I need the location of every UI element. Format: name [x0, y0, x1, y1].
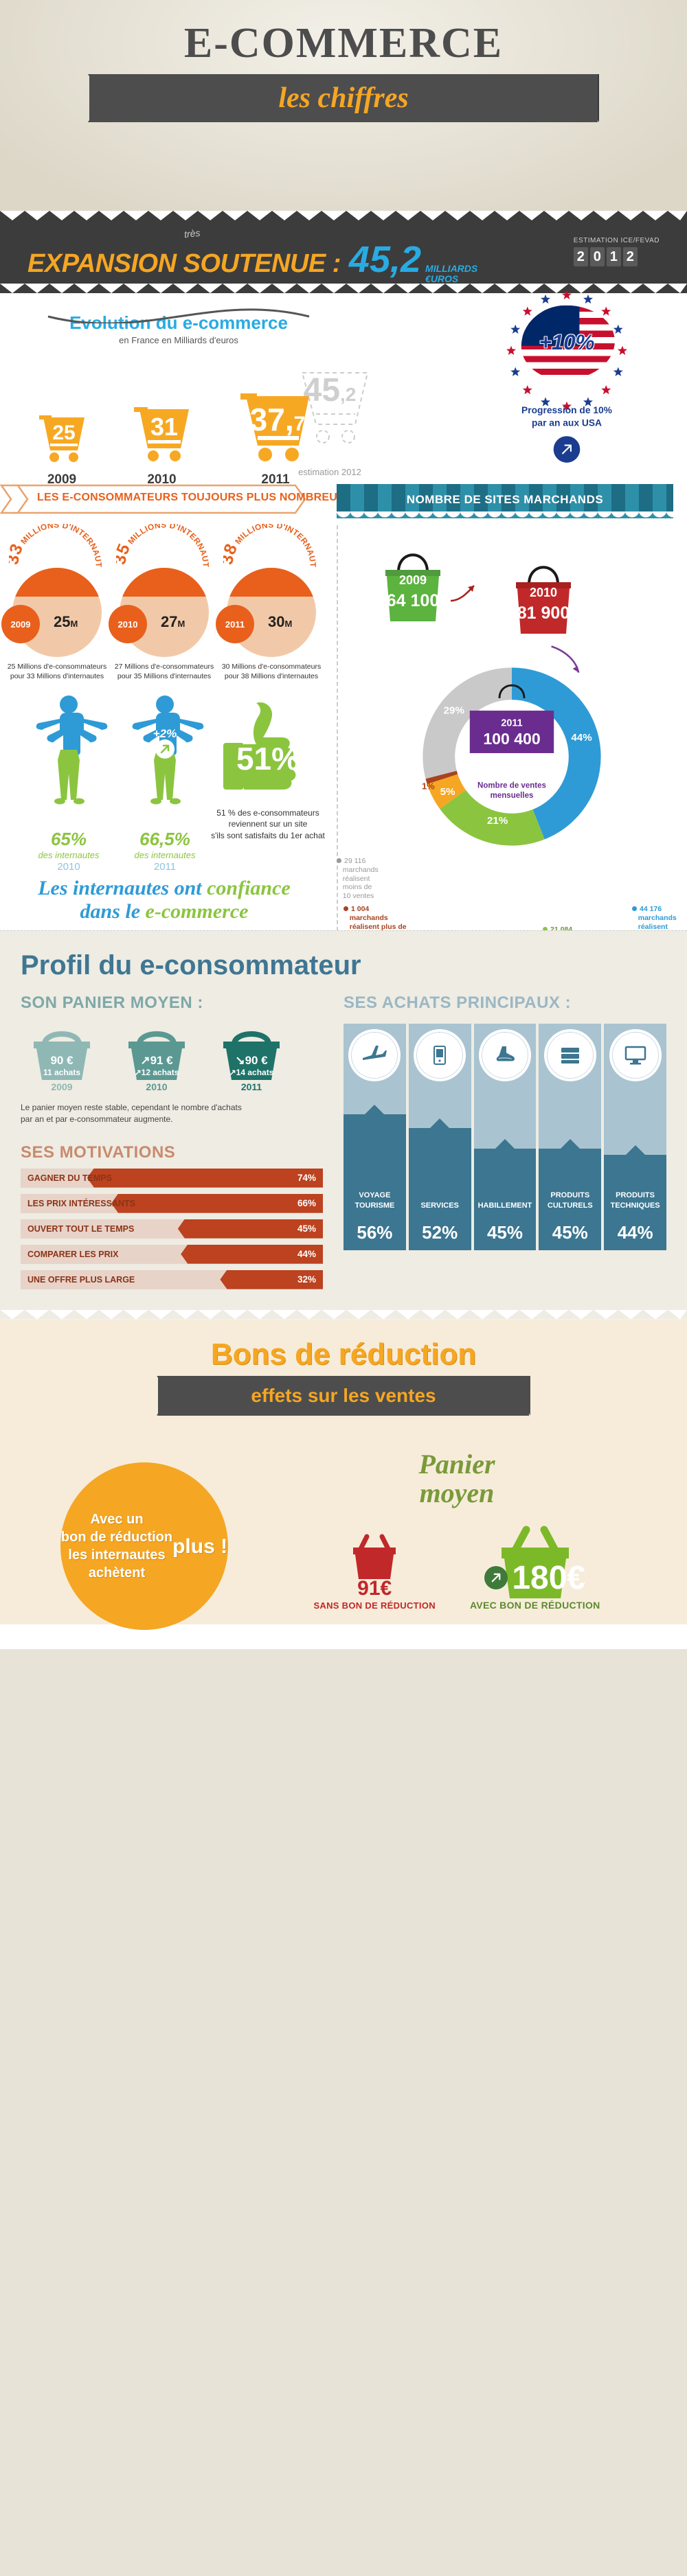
svg-text:51%: 51%: [236, 741, 300, 777]
svg-text:31: 31: [150, 413, 178, 441]
svg-text:25: 25: [52, 422, 75, 444]
svg-text:+2%: +2%: [153, 727, 177, 740]
svg-text:35 MILLIONS D'INTERNAUTES: 35 MILLIONS D'INTERNAUTES: [116, 524, 211, 568]
svg-text:38 MILLIONS D'INTERNAUTES: 38 MILLIONS D'INTERNAUTES: [223, 524, 318, 568]
svg-text:33 MILLIONS D'INTERNAUTES: 33 MILLIONS D'INTERNAUTES: [9, 524, 104, 568]
